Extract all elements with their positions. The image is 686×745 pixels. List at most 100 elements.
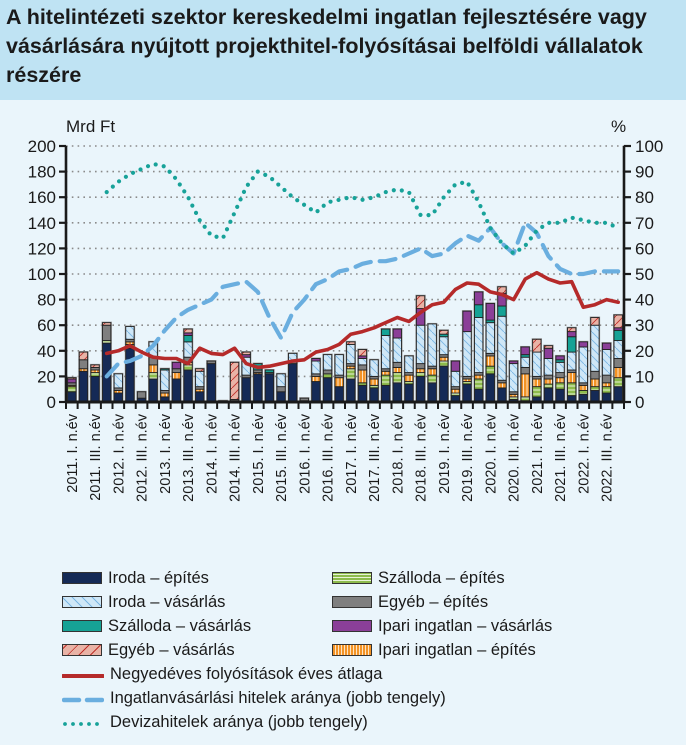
- bar-segment-egyeb_vasarlas: [195, 368, 205, 372]
- bar-segment-egyeb_epites: [78, 359, 89, 370]
- bar-segment-iroda_epites: [241, 377, 251, 403]
- x-tick-label: 2015. I. n.év: [251, 413, 267, 494]
- bar-segment-iroda_epites: [183, 369, 193, 403]
- bar-segment-iroda_epites: [148, 378, 158, 403]
- bar-stack: [566, 326, 577, 403]
- bar-stack: [357, 348, 368, 403]
- bar-stack: [206, 360, 217, 403]
- bar-segment-egyeb_epites: [357, 364, 368, 371]
- bar-segment-iroda_epites: [253, 373, 263, 403]
- bar-segment-szalloda_epites: [322, 373, 333, 379]
- x-tick-label: 2011. I. n.év: [65, 413, 81, 492]
- bar-segment-szalloda_epites: [474, 378, 484, 390]
- bar-stack: [171, 361, 182, 403]
- x-tick-label: 2012. I. n.év: [111, 413, 127, 494]
- bar-segment-iroda_vasarlas: [508, 363, 519, 393]
- x-tick-label: 2016. I. n.év: [297, 413, 313, 494]
- bar-segment-egyeb_vasarlas: [543, 345, 554, 349]
- bar-stack: [578, 340, 589, 403]
- bar-segment-ipari_epites: [450, 388, 461, 394]
- right-axis-unit: %: [611, 117, 626, 136]
- bar-segment-egyeb_vasarlas: [532, 338, 542, 353]
- bar-segment-ipari_epites: [415, 368, 426, 374]
- bar-segment-iroda_vasarlas: [613, 340, 623, 359]
- legend-line-swatch: [61, 668, 105, 680]
- x-tick-label: 2012. III. n.év: [135, 413, 151, 502]
- bar-segment-iroda_vasarlas: [532, 351, 542, 377]
- x-tick-label: 2020. I. n.év: [483, 413, 499, 494]
- bar-stack: [392, 328, 403, 403]
- bar-segment-szalloda_vasarlas: [497, 305, 507, 317]
- right-y-tick-label: 20: [635, 342, 654, 361]
- bar-stack: [229, 361, 240, 403]
- chart-title: A hitelintézeti szektor kereskedelmi ing…: [6, 5, 647, 87]
- bar-segment-iroda_epites: [311, 381, 321, 403]
- bar-stack: [461, 310, 473, 403]
- bar-stack: [508, 360, 519, 403]
- bar-segment-szalloda_vasarlas: [613, 329, 623, 342]
- bar-segment-iroda_vasarlas: [590, 324, 600, 372]
- bar-segment-ipari_vasarlas: [67, 378, 77, 384]
- legend-item-szalloda_vasarlas: Szálloda – vásárlás: [62, 616, 251, 636]
- bar-stack: [438, 329, 449, 403]
- bar-stack: [345, 340, 356, 403]
- bar-segment-egyeb_vasarlas: [590, 317, 600, 326]
- bar-segment-iroda_vasarlas: [543, 358, 554, 376]
- legend-swatch: [62, 596, 102, 608]
- bar-segment-szalloda_vasarlas: [381, 328, 391, 336]
- x-tick-label: 2014. III. n.év: [228, 413, 244, 502]
- bars: [66, 285, 624, 403]
- x-tick-label: 2014. I. n.év: [204, 413, 220, 494]
- legend-label: Ingatlanvásárlási hitelek aránya (jobb t…: [110, 688, 446, 707]
- bar-segment-ipari_vasarlas: [392, 328, 402, 339]
- bar-segment-ipari_vasarlas: [474, 291, 484, 306]
- left-y-tick-label: 120: [28, 239, 56, 258]
- left-y-tick-label: 80: [37, 291, 56, 310]
- bar-stack: [264, 369, 275, 403]
- bar-stack: [403, 354, 415, 403]
- bar-segment-iroda_vasarlas: [462, 331, 472, 377]
- bar-segment-iroda_epites: [369, 387, 379, 403]
- bar-segment-szalloda_epites: [346, 368, 356, 380]
- bar-segment-ipari_vasarlas: [450, 360, 461, 372]
- legend-item-ipari_vasarlas: Ipari ingatlan – vásárlás: [332, 616, 552, 636]
- x-tick-label: 2018. I. n.év: [390, 413, 406, 494]
- bar-stack: [322, 353, 333, 403]
- bar-stack: [159, 367, 170, 403]
- bar-segment-ipari_epites: [357, 369, 368, 384]
- bar-segment-iroda_epites: [67, 391, 77, 403]
- bar-stack: [531, 338, 542, 403]
- right-y-tick-label: 80: [635, 188, 654, 207]
- bar-segment-iroda_epites: [462, 383, 472, 403]
- bar-stack: [613, 313, 624, 403]
- bar-segment-egyeb_epites: [299, 397, 309, 402]
- bar-stack: [520, 345, 531, 403]
- bar-segment-iroda_epites: [264, 373, 275, 403]
- bar-segment-iroda_vasarlas: [392, 337, 402, 363]
- bar-segment-szalloda_epites: [601, 386, 612, 394]
- bar-segment-szalloda_epites: [392, 372, 402, 384]
- bar-segment-egyeb_epites: [415, 363, 426, 370]
- bar-segment-szalloda_epites: [439, 360, 449, 367]
- bar-segment-iroda_epites: [555, 388, 565, 403]
- bar-segment-ipari_epites: [578, 384, 588, 391]
- bar-segment-ipari_vasarlas: [311, 358, 321, 362]
- bar-segment-ipari_epites: [392, 366, 402, 374]
- bar-stack: [310, 357, 322, 403]
- bar-segment-ipari_epites: [532, 378, 542, 388]
- bar-segment-egyeb_epites: [392, 361, 402, 368]
- bar-segment-egyeb_vasarlas: [241, 351, 251, 356]
- bar-segment-iroda_vasarlas: [450, 370, 461, 388]
- x-tick-label: 2011. III. n.év: [88, 413, 104, 501]
- bar-segment-egyeb_vasarlas: [67, 377, 77, 380]
- bar-segment-egyeb_vasarlas: [90, 364, 100, 368]
- bar-segment-iroda_vasarlas: [183, 341, 193, 358]
- bar-segment-ipari_epites: [427, 368, 437, 376]
- chart: 0 20 40 60 80 100 120 140 160 180 200 0 10 20 30 40 50 60…: [28, 117, 664, 502]
- x-tick-label: 2013. I. n.év: [158, 413, 174, 494]
- bar-segment-egyeb_epites: [276, 386, 286, 393]
- bar-segment-ipari_vasarlas: [508, 360, 519, 365]
- bar-segment-ipari_epites: [485, 355, 495, 367]
- bar-segment-egyeb_epites: [322, 369, 333, 375]
- x-tick-label: 2018. III. n.év: [414, 413, 430, 502]
